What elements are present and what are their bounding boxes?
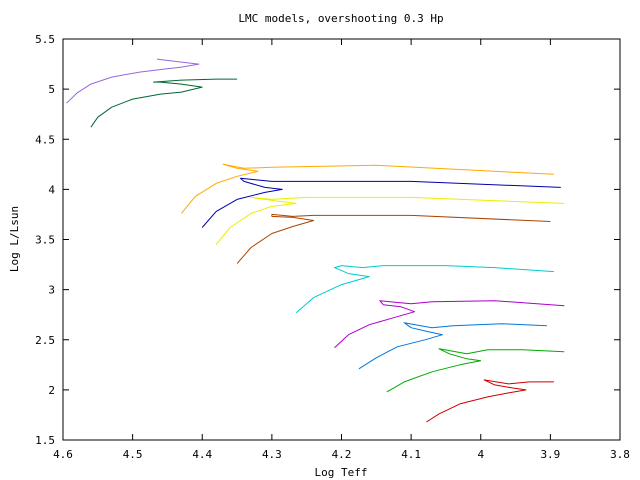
x-tick-label: 4.3	[262, 448, 282, 461]
x-tick-label: 4.4	[192, 448, 212, 461]
y-tick-label: 3	[48, 284, 55, 297]
series-line-10	[90, 78, 238, 128]
series-line-4	[334, 300, 565, 349]
x-tick-label: 4.5	[123, 448, 143, 461]
chart-title: LMC models, overshooting 0.3 Hp	[238, 12, 443, 25]
y-tick-label: 2	[48, 384, 55, 397]
series-line-9	[181, 163, 554, 214]
x-tick-label: 4	[477, 448, 484, 461]
series-line-7	[215, 196, 565, 245]
series-line-1	[426, 379, 554, 423]
x-tick-label: 3.9	[540, 448, 560, 461]
axis-tick-labels: 4.6 4.5 4.4 4.3 4.2 4.1 4 3.9 3.8 1.5 2 2.5 3 3.5 4 4.5…	[35, 33, 630, 461]
series-layer	[66, 58, 565, 423]
x-tick-label: 4.6	[53, 448, 73, 461]
axis-ticks	[62, 38, 621, 441]
y-tick-label: 5	[48, 83, 55, 96]
y-axis-title: Log L/Lsun	[8, 206, 21, 272]
x-axis-title: Log Teff	[315, 466, 368, 479]
x-tick-label: 4.2	[332, 448, 352, 461]
y-tick-label: 4.5	[35, 133, 55, 146]
x-tick-label: 3.8	[610, 448, 630, 461]
series-line-5	[295, 265, 554, 314]
series-line-3	[358, 322, 547, 370]
series-line-8	[201, 177, 561, 228]
series-line-11	[66, 58, 200, 104]
y-tick-label: 5.5	[35, 33, 55, 46]
y-tick-label: 2.5	[35, 334, 55, 347]
plot-frame	[62, 38, 621, 441]
series-line-2	[386, 348, 565, 393]
y-tick-label: 3.5	[35, 234, 55, 247]
series-line-6	[236, 213, 551, 264]
y-tick-label: 1.5	[35, 434, 55, 447]
y-tick-label: 4	[48, 183, 55, 196]
x-tick-label: 4.1	[401, 448, 421, 461]
